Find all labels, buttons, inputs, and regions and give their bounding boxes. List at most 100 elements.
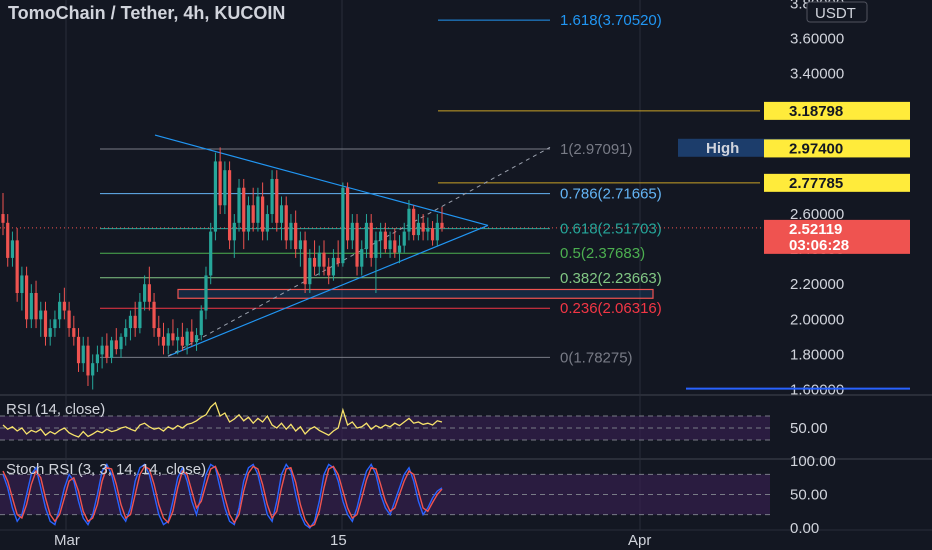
candle-body bbox=[119, 336, 123, 350]
candle-body bbox=[39, 310, 43, 320]
candle-body bbox=[152, 301, 156, 329]
currency-box bbox=[806, 1, 868, 23]
price-tag bbox=[764, 101, 910, 120]
candle-body bbox=[100, 345, 104, 355]
candle-body bbox=[251, 205, 255, 223]
fibonacci-retracement: 1.618(3.70520) 1(2.97091) 0.786(2.71665) 0.… bbox=[0, 12, 770, 366]
candle-body bbox=[374, 240, 378, 258]
stoch-rsi-pane: Stoch RSI (3, 3, 14, 14, close) 100.00 50.… bbox=[0, 453, 836, 537]
currency-label: USDT bbox=[815, 5, 856, 22]
candle-body bbox=[105, 345, 109, 358]
fib-level-label: 1.618(3.70520) bbox=[560, 12, 662, 29]
candle-body bbox=[289, 222, 293, 241]
candle-body bbox=[331, 257, 336, 276]
candle-body bbox=[81, 345, 85, 364]
current-price-value: 2.52119 bbox=[789, 221, 842, 238]
candle-body bbox=[223, 170, 227, 206]
stoch-axis-tick: 0.00 bbox=[790, 520, 819, 537]
candle-body bbox=[312, 257, 317, 267]
candle-body bbox=[48, 328, 52, 337]
candle-body bbox=[199, 310, 203, 336]
candle-body bbox=[270, 178, 274, 215]
candle-body bbox=[430, 228, 435, 241]
stoch-title: Stoch RSI (3, 3, 14, 14, close) bbox=[6, 461, 206, 478]
candle-body bbox=[379, 231, 383, 241]
candle-body bbox=[369, 222, 373, 258]
candle-body bbox=[242, 187, 246, 232]
candle-body bbox=[298, 240, 302, 250]
price-tag-label: High bbox=[706, 140, 739, 157]
stoch-d-line bbox=[2, 465, 443, 528]
candle-body bbox=[218, 161, 222, 206]
candle-body bbox=[435, 222, 439, 241]
price-tag-value: 2.77785 bbox=[789, 175, 843, 192]
candle-body bbox=[114, 340, 118, 350]
candle-body bbox=[402, 231, 406, 246]
time-axis-tick: Apr bbox=[628, 532, 651, 549]
candle-body bbox=[190, 331, 194, 343]
candle-body bbox=[161, 336, 166, 346]
candle-body bbox=[95, 354, 100, 364]
candle-body bbox=[265, 214, 269, 232]
candle-body bbox=[308, 257, 312, 285]
candle-body bbox=[294, 222, 298, 250]
candle-body bbox=[440, 222, 444, 229]
candle-body bbox=[416, 222, 420, 236]
symmetrical-triangle-drawing bbox=[154, 134, 551, 357]
candle-body bbox=[275, 178, 279, 223]
candle-body bbox=[176, 336, 180, 341]
rsi-band bbox=[0, 416, 770, 440]
candle-body bbox=[109, 340, 114, 358]
candle-body bbox=[364, 222, 369, 250]
fib-level-label: 0.236(2.06316) bbox=[560, 300, 662, 317]
candle-body bbox=[261, 196, 265, 232]
candle-body bbox=[133, 315, 137, 329]
candle-body bbox=[327, 266, 331, 276]
price-axis-tick: 2.60000 bbox=[790, 206, 844, 223]
candle-body bbox=[426, 228, 430, 232]
candle-body bbox=[421, 222, 425, 232]
candle-body bbox=[6, 222, 10, 258]
candle-body bbox=[86, 345, 90, 376]
candle-body bbox=[53, 319, 57, 329]
candle-body bbox=[25, 275, 29, 320]
rsi-axis-tick: 50.00 bbox=[790, 420, 828, 437]
candle-body bbox=[232, 222, 236, 241]
candle-body bbox=[1, 214, 5, 223]
candle-body bbox=[128, 315, 133, 329]
candle-body bbox=[124, 328, 128, 337]
candle-body bbox=[20, 275, 24, 293]
trend-projection-dashed bbox=[167, 146, 551, 357]
candle-body bbox=[336, 257, 340, 264]
candle-body bbox=[204, 275, 208, 311]
price-axis-tick: 1.80000 bbox=[790, 346, 844, 363]
candle-body bbox=[393, 240, 397, 253]
rsi-pane: RSI (14, close) 50.00 bbox=[0, 401, 828, 441]
candle-body bbox=[360, 249, 364, 267]
price-tag bbox=[764, 139, 910, 158]
candle-body bbox=[34, 292, 38, 320]
time-axis: Mar 15 Apr bbox=[54, 532, 651, 549]
candle-body bbox=[72, 328, 76, 337]
candle-body bbox=[350, 222, 354, 241]
price-axis-tick: 3.40000 bbox=[790, 66, 844, 83]
price-axis-tick: 3.60000 bbox=[790, 31, 844, 48]
candle-body bbox=[138, 301, 142, 329]
triangle-lower-line bbox=[167, 224, 489, 357]
candle-body bbox=[227, 170, 232, 241]
candle-body bbox=[209, 231, 213, 276]
price-axis: 3.800003.600003.400002.600002.400002.200… bbox=[790, 0, 868, 398]
candle-body bbox=[147, 284, 151, 302]
current-price-tag bbox=[764, 219, 910, 254]
price-tag bbox=[764, 173, 910, 192]
candle-body bbox=[76, 336, 81, 364]
price-tag-value: 2.97400 bbox=[789, 140, 843, 157]
candle-body bbox=[246, 205, 251, 232]
candle-body bbox=[194, 335, 199, 343]
price-axis-tick: 2.20000 bbox=[790, 276, 844, 293]
time-axis-tick: 15 bbox=[330, 532, 347, 549]
candle-body bbox=[143, 284, 147, 302]
time-axis-tick: Mar bbox=[54, 532, 80, 549]
candle-body bbox=[284, 205, 288, 241]
